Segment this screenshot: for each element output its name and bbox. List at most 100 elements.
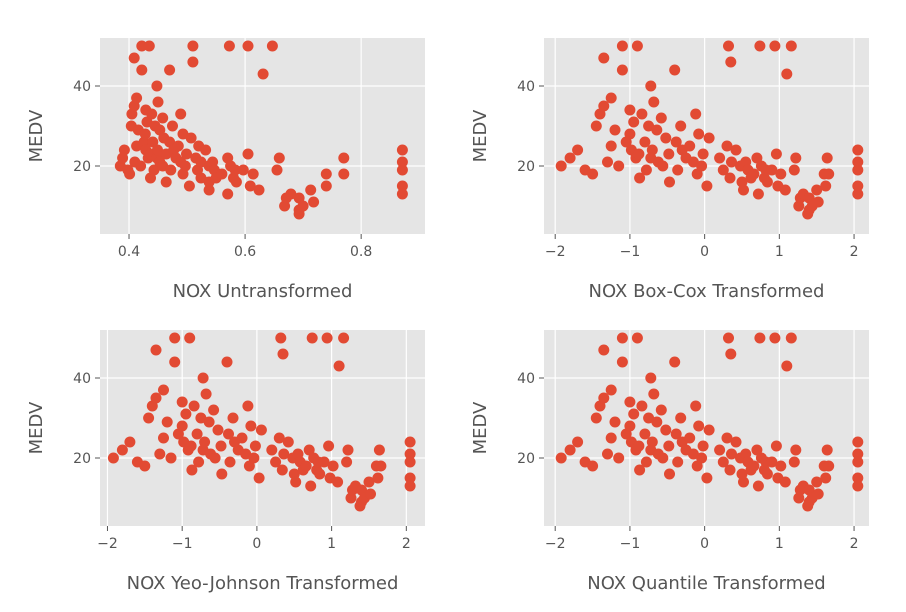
data-point (215, 440, 227, 452)
data-point (624, 396, 636, 408)
data-point (811, 476, 823, 488)
data-point (208, 404, 220, 416)
data-point (587, 168, 599, 180)
data-point (655, 404, 667, 416)
data-point (176, 420, 188, 432)
data-point (227, 412, 239, 424)
data-point (640, 456, 652, 468)
data-point (143, 40, 155, 52)
data-point (333, 360, 345, 372)
data-point (725, 348, 737, 360)
data-point (648, 388, 660, 400)
data-point (242, 148, 254, 160)
x-tick-label: 0.6 (234, 244, 256, 260)
data-point (257, 68, 269, 80)
data-point (631, 332, 643, 344)
data-point (270, 456, 282, 468)
data-point (645, 80, 657, 92)
data-point (555, 452, 567, 464)
data-point (696, 160, 708, 172)
data-point (365, 488, 376, 500)
x-axis-label: NOX Untransformed (173, 281, 353, 302)
data-point (342, 444, 354, 456)
y-tick-label: 20 (73, 159, 91, 175)
data-point (696, 452, 708, 464)
data-point (209, 452, 221, 464)
data-point (717, 164, 729, 176)
y-axis-label: MEDV (26, 401, 47, 454)
data-point (657, 452, 669, 464)
data-point (242, 40, 254, 52)
data-point (703, 424, 715, 436)
data-point (823, 168, 835, 180)
data-point (717, 456, 729, 468)
data-point (314, 468, 326, 480)
scatter-series (555, 40, 864, 220)
data-point (278, 448, 290, 460)
data-point (564, 152, 576, 164)
data-point (107, 452, 119, 464)
data-point (811, 184, 823, 196)
data-point (290, 476, 302, 488)
data-point (766, 456, 778, 468)
data-point (609, 416, 621, 428)
data-point (605, 140, 617, 152)
data-point (779, 476, 791, 488)
data-point (131, 92, 143, 104)
y-axis-label: MEDV (470, 401, 491, 454)
data-point (761, 468, 773, 480)
data-point (273, 432, 285, 444)
data-point (555, 160, 567, 172)
x-axis-label: NOX Yeo-Johnson Transformed (127, 573, 399, 594)
data-point (852, 188, 864, 200)
data-point (185, 440, 197, 452)
data-point (306, 332, 318, 344)
data-point (703, 132, 715, 144)
data-point (150, 392, 162, 404)
y-tick-label: 20 (517, 451, 535, 467)
data-point (812, 488, 824, 500)
data-point (690, 108, 702, 120)
data-point (651, 124, 663, 136)
data-point (164, 64, 176, 76)
data-point (701, 472, 713, 484)
data-point (300, 460, 312, 472)
y-tick-label: 40 (73, 79, 91, 95)
x-tick-label: −2 (545, 244, 566, 260)
data-point (180, 408, 192, 420)
x-tick-label: −2 (97, 536, 118, 552)
data-point (751, 444, 763, 456)
data-point (636, 400, 648, 412)
data-point (645, 372, 657, 384)
y-axis-label: MEDV (470, 109, 491, 162)
x-tick-label: −1 (620, 244, 641, 260)
data-point (754, 40, 766, 52)
data-point (684, 140, 696, 152)
data-point (160, 176, 172, 188)
scatter-series (107, 332, 416, 512)
data-point (823, 460, 835, 472)
data-point (785, 332, 797, 344)
data-point (781, 360, 793, 372)
data-point (203, 184, 215, 196)
data-point (602, 448, 613, 460)
data-point (672, 456, 684, 468)
data-point (590, 120, 602, 132)
scatter-series (114, 40, 408, 220)
data-point (396, 156, 408, 168)
y-tick-label: 40 (517, 79, 535, 95)
data-point (664, 176, 675, 188)
data-point (663, 148, 675, 160)
data-point (318, 456, 330, 468)
data-point (624, 420, 636, 432)
data-point (372, 472, 384, 484)
data-point (752, 188, 764, 200)
data-point (266, 40, 278, 52)
data-point (664, 468, 675, 480)
data-point (124, 436, 136, 448)
data-point (404, 456, 416, 468)
data-point (624, 104, 636, 116)
data-point (271, 164, 283, 176)
y-tick-label: 20 (73, 451, 91, 467)
data-point (305, 480, 317, 492)
